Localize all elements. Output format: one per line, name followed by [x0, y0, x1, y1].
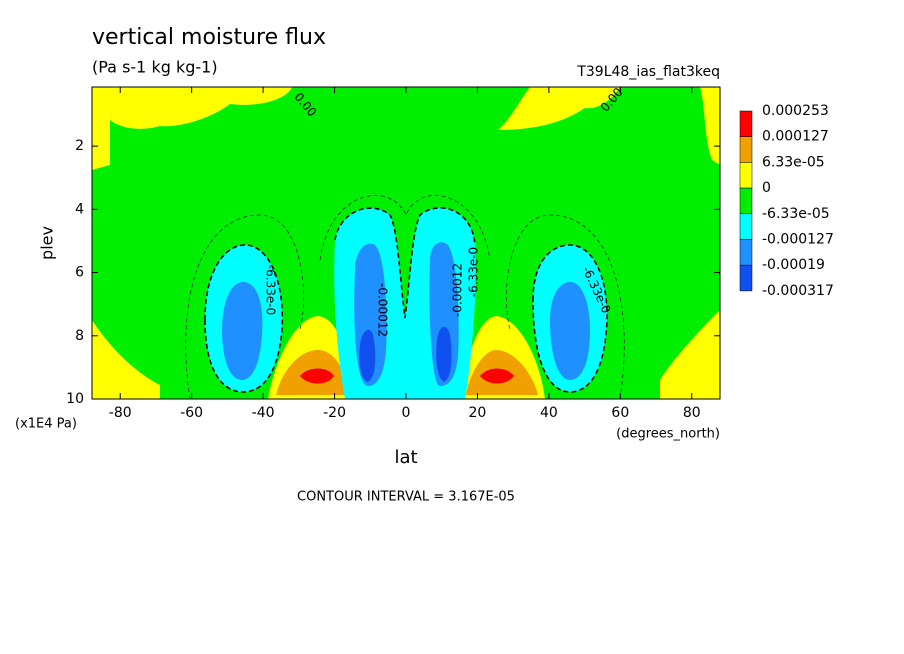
contour-label: -0.00012	[451, 263, 465, 317]
colorbar-box	[739, 213, 753, 240]
contour-label: -6.33e-0	[264, 265, 278, 315]
x-tick-label: -20	[323, 405, 346, 421]
x-tick-label: -60	[180, 405, 203, 421]
contour-fill	[660, 310, 720, 399]
contour-fill	[436, 326, 452, 382]
contour-fill	[498, 87, 720, 130]
contour-fill	[92, 320, 160, 399]
contour-fill	[222, 282, 263, 380]
contour-line	[334, 207, 476, 319]
colorbar-box	[739, 162, 753, 189]
colorbar-label: -0.000317	[762, 283, 834, 299]
colorbar-box	[739, 187, 753, 215]
run-label: T39L48_ias_flat3keq	[576, 64, 720, 80]
colorbar-label: -0.000127	[762, 232, 834, 248]
plot-area: 0.00 0.00-6.33e-0 -0.00012 -0.00012 -6.33e-0…	[91, 86, 721, 400]
colorbar-label: 6.33e-05	[762, 154, 825, 170]
x-tick-label: 60	[611, 405, 629, 421]
contour-line	[506, 214, 625, 399]
contour-line	[185, 214, 304, 399]
y-tick-label: 8	[75, 328, 84, 344]
y-axis-label: plev	[38, 226, 57, 260]
y-tick-label: 4	[75, 201, 84, 217]
contour-fill	[359, 329, 376, 382]
x-tick-label: 20	[469, 405, 487, 421]
contour-line	[532, 244, 608, 393]
colorbar-label: -0.00019	[762, 257, 825, 273]
y-unit: (x1E4 Pa)	[15, 417, 77, 432]
contour-fill	[480, 368, 514, 384]
y-tick-label: 2	[75, 138, 84, 154]
fields: 0.00 0.00-6.33e-0 -0.00012 -0.00012 -6.33e-0…	[92, 87, 720, 399]
x-unit: (degrees_north)	[616, 427, 720, 442]
contour-fill	[300, 368, 334, 384]
colorbar-box	[739, 239, 753, 266]
contour-fill	[92, 87, 292, 170]
x-axis-label: lat	[394, 447, 417, 468]
y-tick-label: 10	[66, 391, 84, 407]
colorbar-label: 0.000253	[762, 103, 829, 119]
colorbar-box	[739, 110, 753, 137]
x-tick-label: -40	[252, 405, 275, 421]
contour-fill	[700, 87, 720, 165]
chart-subtitle: (Pa s-1 kg kg-1)	[92, 58, 218, 77]
x-tick-label: 40	[540, 405, 558, 421]
footer: CONTOUR INTERVAL = 3.167E-05	[297, 490, 515, 505]
x-tick-label: 80	[683, 405, 701, 421]
colorbar-box	[739, 264, 753, 292]
y-tick-label: 6	[75, 265, 84, 281]
colorbar-box	[739, 136, 753, 163]
x-tick-label: -80	[109, 405, 132, 421]
colorbar-label: -6.33e-05	[762, 206, 830, 222]
colorbar-label: 0.000127	[762, 129, 829, 145]
contour-label: -6.33e-0	[467, 247, 481, 297]
contour-fill	[550, 282, 590, 380]
contour-line	[204, 244, 284, 393]
x-tick-label: 0	[402, 405, 411, 421]
colorbar-label: 0	[762, 180, 771, 196]
chart-title: vertical moisture flux	[92, 25, 326, 50]
contour-label: -0.00012	[376, 283, 390, 337]
